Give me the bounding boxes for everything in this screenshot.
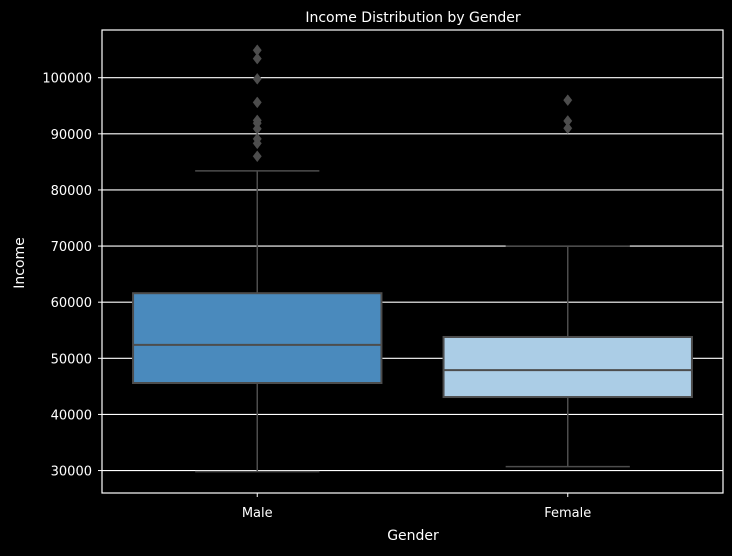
box-group-female: [442, 94, 693, 468]
y-tick-label: 40000: [51, 408, 92, 423]
outlier-point: [252, 44, 262, 57]
y-tick-label: 100000: [42, 72, 92, 87]
tick-labels: 30000 40000 50000 60000 70000 80000 90000 10000…: [42, 72, 591, 521]
y-tick-label: 70000: [51, 240, 92, 255]
iqr-box: [442, 335, 693, 399]
outlier-point: [252, 96, 262, 109]
y-tick-label: 80000: [51, 184, 92, 199]
outlier-point: [563, 122, 573, 135]
outlier-point: [252, 72, 262, 85]
y-tick-label: 60000: [51, 296, 92, 311]
x-tick-label: Male: [242, 506, 273, 521]
x-axis-label: Gender: [387, 528, 439, 544]
grid-lines: [102, 77, 723, 472]
outlier-point: [563, 94, 573, 107]
outlier-point: [252, 150, 262, 163]
y-tick-label: 30000: [51, 465, 92, 480]
y-tick-label: 90000: [51, 128, 92, 143]
y-axis-label: Income: [12, 237, 28, 289]
box-group-male: [132, 44, 383, 473]
outlier-point: [252, 114, 262, 127]
chart-title: Income Distribution by Gender: [305, 10, 521, 26]
iqr-box: [132, 292, 383, 385]
boxes: [132, 44, 693, 473]
outlier-point: [563, 115, 573, 127]
y-tick-label: 50000: [51, 352, 92, 367]
x-tick-label: Female: [544, 506, 591, 521]
outlier-point: [252, 52, 262, 65]
outlier-point: [252, 133, 262, 145]
plot-frame: [101, 29, 724, 494]
